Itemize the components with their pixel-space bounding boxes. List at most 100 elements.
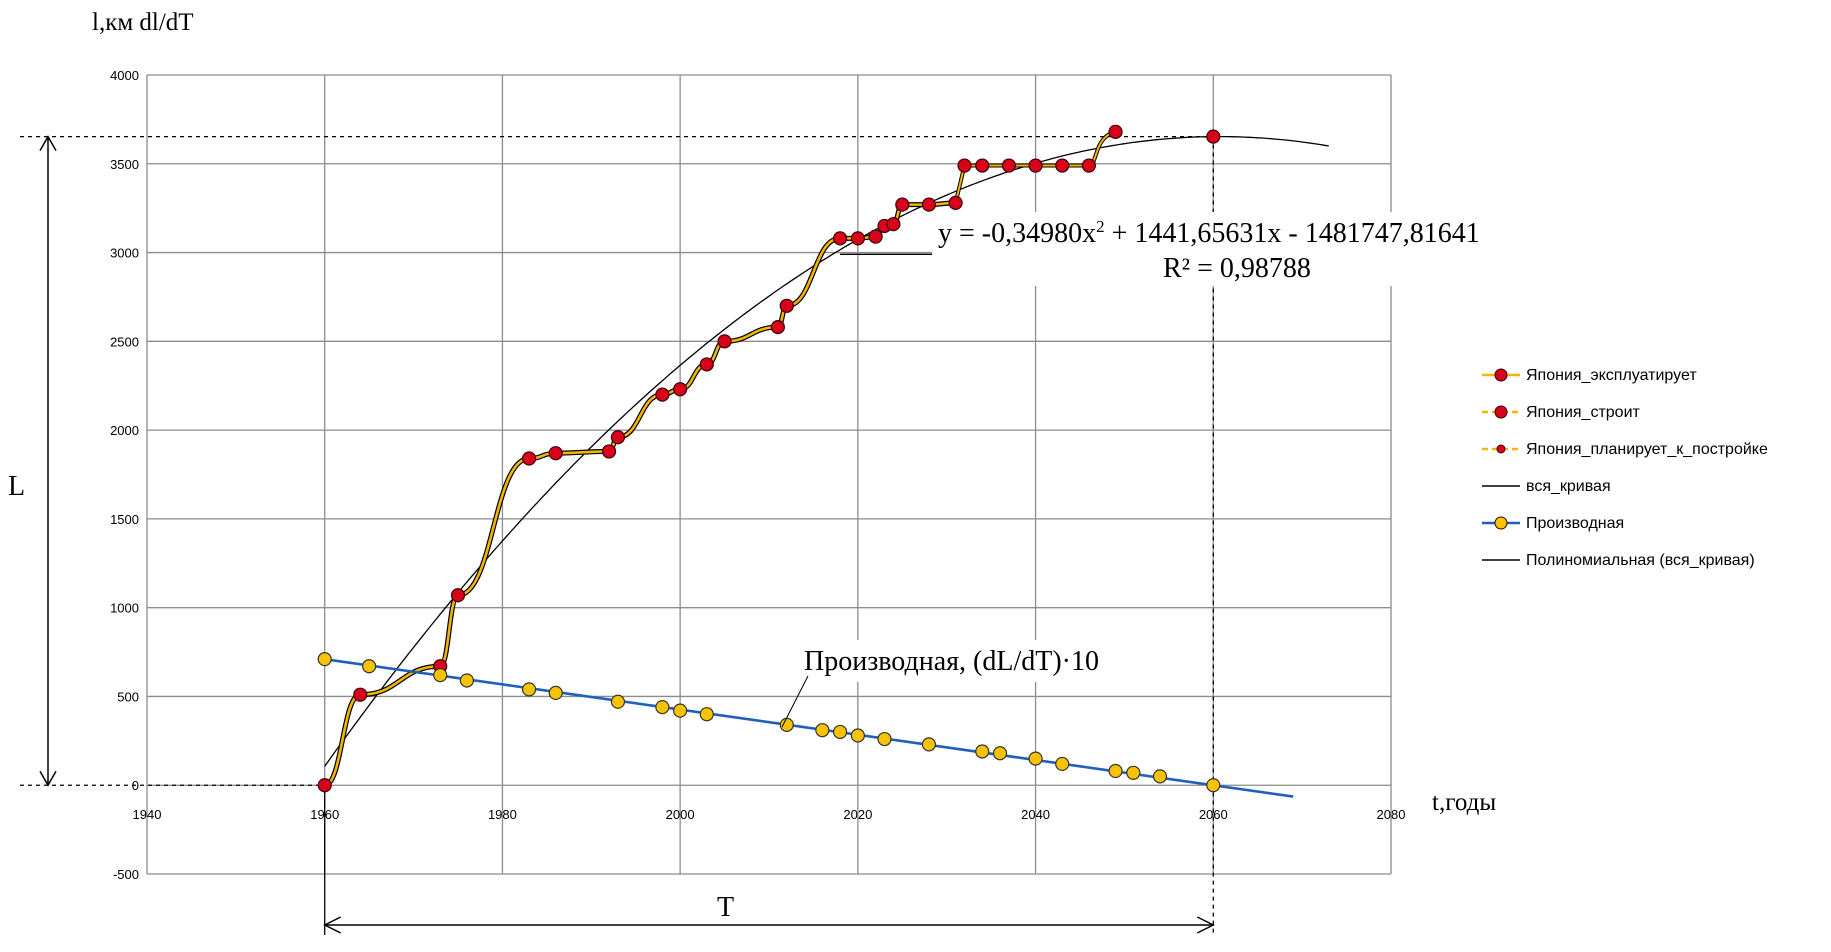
derivative-point bbox=[1108, 763, 1123, 779]
y-tick-label: 3000 bbox=[110, 246, 139, 261]
operating-point bbox=[717, 334, 732, 349]
eq-prefix: y = -0,34980x bbox=[938, 218, 1096, 249]
legend: Япония_эксплуатирует Япония_строит Япония_… bbox=[1482, 367, 1768, 569]
derivative-point bbox=[548, 685, 563, 700]
y-axis-title: l,км dl/dT bbox=[92, 9, 194, 36]
operating-point bbox=[948, 195, 963, 210]
operating-point bbox=[832, 231, 848, 246]
equation-box bbox=[932, 212, 1572, 286]
L-arrowhead-bottom bbox=[39, 770, 57, 787]
x-tick-label: 1940 bbox=[133, 807, 162, 822]
derivative-label-leader bbox=[781, 675, 809, 728]
T-arrowhead-right bbox=[1196, 916, 1215, 934]
x-tick-label: 2020 bbox=[843, 807, 872, 822]
legend-marker bbox=[1494, 516, 1508, 530]
derivative-point bbox=[1028, 751, 1043, 766]
legend-label: Япония_строит bbox=[1526, 404, 1641, 421]
y-tick-label: 1000 bbox=[110, 601, 139, 616]
operating-point bbox=[548, 446, 563, 461]
operating-point bbox=[850, 231, 865, 246]
construction-point bbox=[1028, 158, 1043, 173]
operating-point bbox=[868, 229, 883, 244]
operating-point bbox=[317, 778, 332, 793]
legend-marker bbox=[1496, 444, 1506, 454]
operating-point bbox=[895, 197, 910, 212]
derivative-point bbox=[362, 659, 377, 674]
x-tick-label: 2060 bbox=[1199, 807, 1228, 822]
derivative-point bbox=[317, 652, 332, 667]
legend-label: Производная bbox=[1526, 515, 1624, 532]
construction-point bbox=[1001, 158, 1017, 173]
operating-point bbox=[779, 298, 794, 313]
legend-label: Япония_планирует_к_постройке bbox=[1526, 441, 1768, 458]
operating-point bbox=[886, 217, 901, 232]
construction-point bbox=[1081, 158, 1096, 173]
derivative-point bbox=[1126, 765, 1141, 780]
derivative-point bbox=[521, 682, 537, 697]
trend-line bbox=[324, 135, 1329, 767]
construction-point bbox=[957, 158, 972, 173]
eq-exp: 2 bbox=[1096, 217, 1105, 236]
operating-point bbox=[521, 451, 537, 466]
y-tick-label: 4000 bbox=[110, 68, 139, 83]
T-label: T bbox=[717, 892, 734, 923]
construction-point bbox=[1055, 158, 1070, 173]
planned-point bbox=[1108, 124, 1123, 139]
derivative-point bbox=[832, 724, 848, 740]
L-arrowhead-top bbox=[39, 135, 57, 152]
operating-point bbox=[673, 382, 688, 397]
derivative-point bbox=[699, 707, 714, 722]
derivative-point bbox=[1206, 778, 1221, 793]
y-tick-label: -500 bbox=[113, 867, 139, 882]
dimension-lines bbox=[20, 135, 1215, 935]
series-layer bbox=[317, 124, 1329, 798]
derivative-point bbox=[877, 731, 892, 747]
tick-labels: -500050010001500200025003000350040001940… bbox=[110, 68, 1405, 882]
derivative-point bbox=[655, 699, 670, 715]
derivative-point bbox=[459, 673, 474, 688]
y-tick-label: 2000 bbox=[110, 423, 139, 438]
legend-label: Япония_эксплуатирует bbox=[1526, 367, 1697, 384]
derivative-point bbox=[779, 717, 794, 732]
derivative-label-box bbox=[800, 640, 1152, 682]
operating-point bbox=[450, 588, 466, 603]
T-arrowhead-left bbox=[323, 916, 342, 934]
trend-equation: y = -0,34980x2 + 1441,65631x - 1481747,8… bbox=[938, 217, 1480, 249]
derivative-label: Производная, (dL/dT)·10 bbox=[804, 646, 1099, 677]
derivative-point bbox=[850, 728, 865, 743]
legend-label: вся_кривая bbox=[1526, 478, 1611, 495]
derivative-point bbox=[433, 668, 448, 683]
legend-marker bbox=[1494, 368, 1508, 382]
x-tick-label: 2040 bbox=[1021, 807, 1050, 822]
derivative-point bbox=[975, 744, 990, 759]
legend-marker bbox=[1494, 405, 1508, 419]
y-tick-label: 1500 bbox=[110, 512, 139, 527]
operating-point bbox=[353, 687, 368, 702]
operating-line bbox=[324, 201, 956, 787]
operating-point bbox=[655, 387, 670, 402]
operating-point bbox=[699, 357, 714, 372]
trend-r2: R² = 0,98788 bbox=[1163, 253, 1311, 284]
trend-end-point bbox=[1206, 129, 1221, 144]
derivative-point bbox=[815, 723, 830, 738]
y-tick-label: 2500 bbox=[110, 334, 139, 349]
legend-label: Полиномиальная (вся_кривая) bbox=[1526, 552, 1755, 569]
whole-curve-line bbox=[323, 200, 956, 788]
y-tick-label: 500 bbox=[117, 689, 139, 704]
derivative-point bbox=[921, 737, 937, 752]
operating-point bbox=[921, 197, 937, 212]
x-tick-label: 2080 bbox=[1377, 807, 1406, 822]
derivative-point bbox=[610, 694, 626, 709]
construction-point bbox=[975, 158, 990, 173]
L-label: L bbox=[8, 471, 25, 502]
x-tick-label: 2000 bbox=[666, 807, 695, 822]
derivative-point bbox=[1055, 756, 1070, 772]
derivative-point bbox=[1152, 769, 1168, 784]
x-tick-label: 1980 bbox=[488, 807, 517, 822]
operating-point bbox=[610, 430, 626, 445]
x-axis-title: t,годы bbox=[1432, 789, 1496, 816]
operating-point bbox=[601, 444, 617, 459]
derivative-point bbox=[673, 703, 688, 718]
operating-point bbox=[770, 320, 785, 335]
